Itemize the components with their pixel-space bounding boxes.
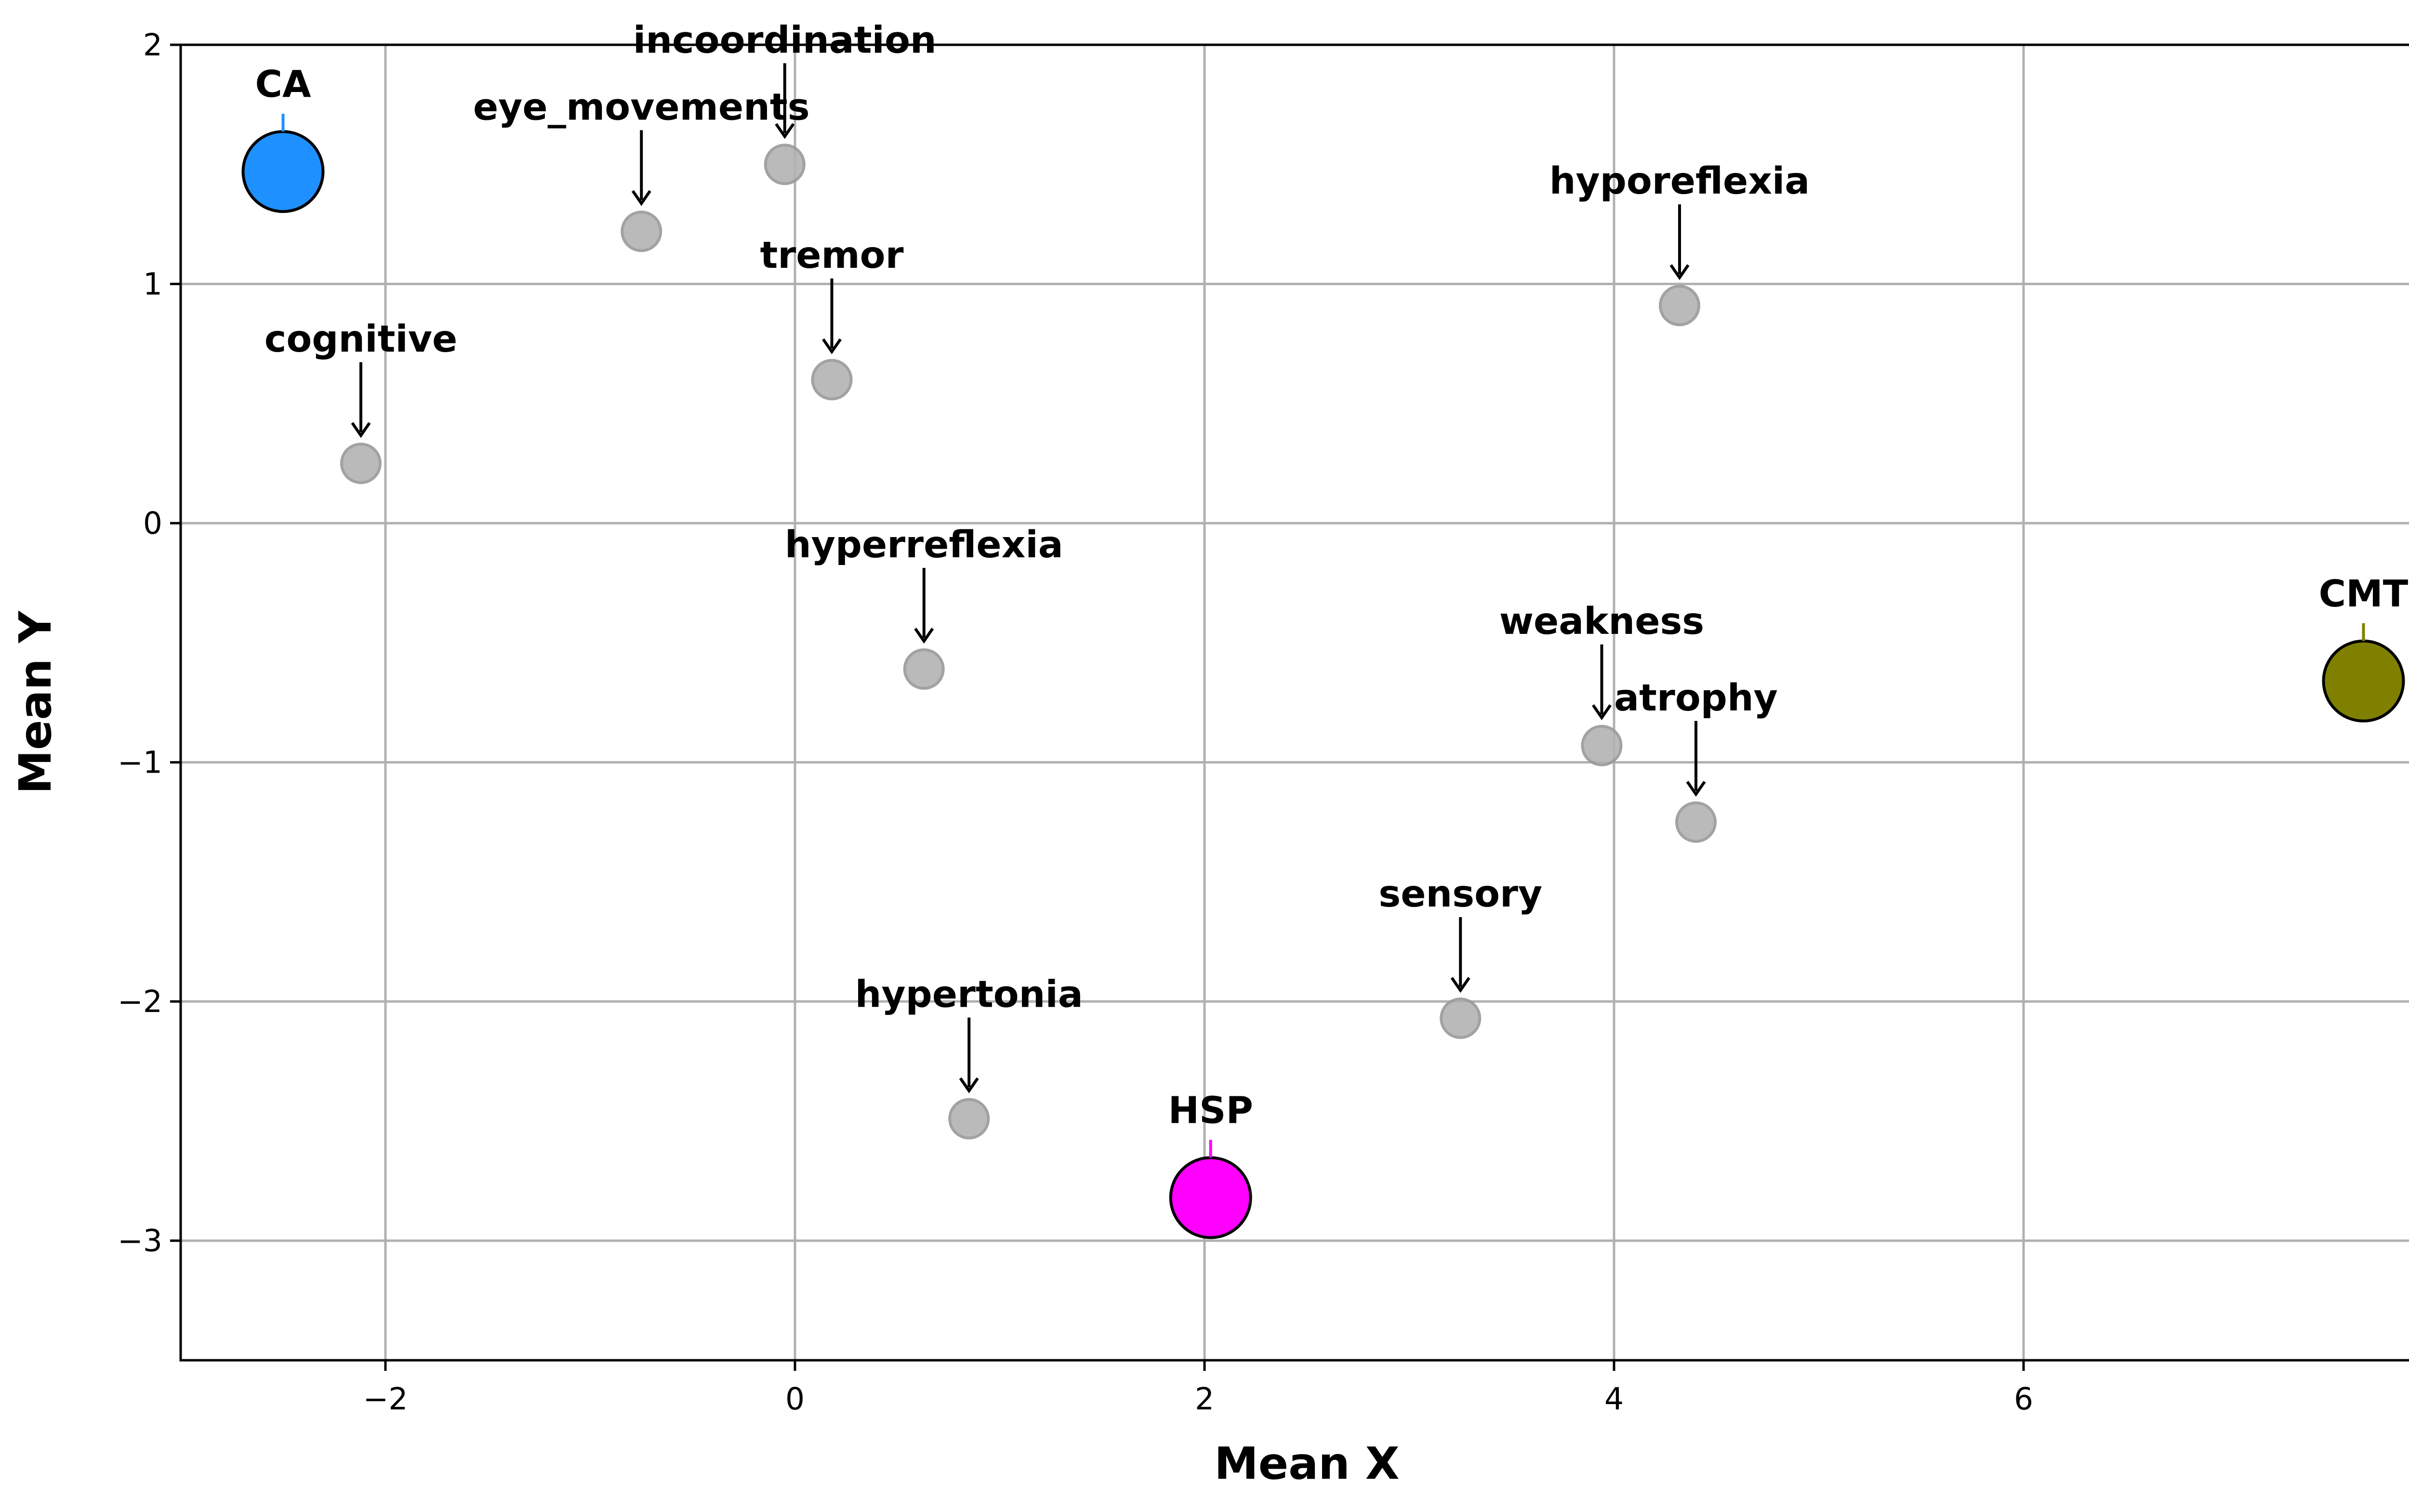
group-point-hsp xyxy=(1169,1156,1252,1239)
point-incoordination xyxy=(764,144,806,185)
label-hyporeflexia: hyporeflexia xyxy=(1549,160,1810,203)
point-sensory xyxy=(1440,997,1482,1039)
point-hypertonia xyxy=(948,1098,990,1140)
point-tremor xyxy=(811,359,853,401)
annotation-arrow-head xyxy=(1669,264,1690,280)
point-atrophy xyxy=(1675,801,1717,843)
group-label-hsp: HSP xyxy=(1168,1089,1253,1132)
group-point-cmt xyxy=(2322,639,2405,723)
label-atrophy: atrophy xyxy=(1614,677,1778,720)
point-cognitive xyxy=(340,442,382,484)
label-cognitive: cognitive xyxy=(265,318,458,361)
x-tick-label: −2 xyxy=(363,1381,408,1417)
x-tick-label: 2 xyxy=(1195,1381,1214,1417)
y-tick-label: 1 xyxy=(143,267,162,302)
label-tremor: tremor xyxy=(760,234,903,277)
annotation-arrow-head xyxy=(914,628,934,644)
y-tick-label: −2 xyxy=(118,984,162,1019)
y-axis-ticks: −3 −2 −1 0 1 2 xyxy=(118,27,181,1259)
y-tick-label: −1 xyxy=(118,745,162,780)
plot-frame xyxy=(179,43,2409,1362)
data-points xyxy=(241,130,2405,1239)
annotation-arrow-head xyxy=(1450,977,1470,993)
point-weakness xyxy=(1581,724,1623,766)
y-axis-title: Mean Y xyxy=(10,610,61,794)
group-label-cmt: CMT xyxy=(2319,573,2409,616)
label-weakness: weakness xyxy=(1499,600,1704,643)
annotation-arrow-head xyxy=(1686,781,1706,797)
x-axis-ticks: −202468 xyxy=(363,1360,2033,1417)
y-tick-label: −3 xyxy=(118,1223,162,1259)
group-label-ca: CA xyxy=(255,63,311,106)
annotation-arrow-head xyxy=(775,123,795,139)
label-eye-movements: eye_movements xyxy=(473,86,810,129)
x-tick-label: 0 xyxy=(785,1381,805,1417)
label-sensory: sensory xyxy=(1378,873,1542,916)
label-incoordination: incoordination xyxy=(633,19,937,62)
x-axis-title: Mean X xyxy=(1214,1438,1400,1489)
label-hypertonia: hypertonia xyxy=(855,973,1083,1016)
annotation-arrow-head xyxy=(1592,704,1612,721)
group-point-ca xyxy=(241,130,325,213)
annotation-arrow-head xyxy=(631,190,651,206)
x-tick-label: 4 xyxy=(1604,1381,1624,1417)
x-tick-label: 6 xyxy=(2014,1381,2033,1417)
label-hyperreflexia: hyperreflexia xyxy=(785,524,1063,566)
point-eye-movements xyxy=(621,210,662,252)
y-tick-label: 2 xyxy=(143,27,162,63)
y-tick-label: 0 xyxy=(143,506,162,541)
point-hyporeflexia xyxy=(1659,285,1700,327)
point-hyperreflexia xyxy=(903,648,945,690)
annotation-arrow-head xyxy=(351,422,371,438)
annotation-arrow-head xyxy=(822,338,842,355)
annotation-arrow-head xyxy=(959,1077,979,1093)
